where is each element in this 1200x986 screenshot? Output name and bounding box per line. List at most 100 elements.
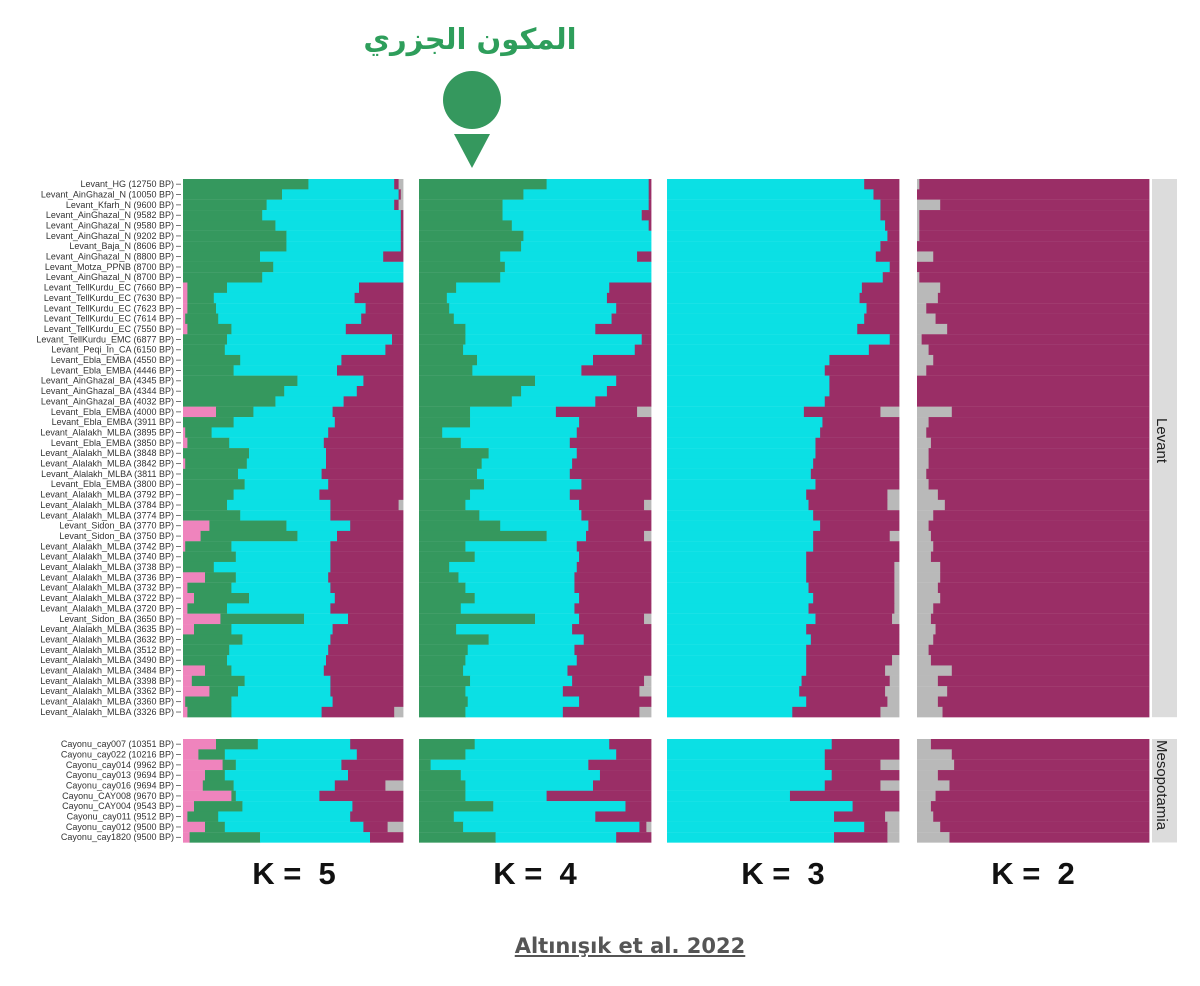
admixture-segment-k5-magenta <box>330 686 404 697</box>
admixture-segment-k3-cyan <box>667 261 891 273</box>
admixture-segment-k4-green <box>419 179 547 190</box>
admixture-segment-k3-grey <box>894 582 900 594</box>
admixture-segment-k4-magenta <box>606 386 652 397</box>
admixture-segment-k5-green <box>183 199 267 211</box>
admixture-segment-k4-magenta <box>569 437 652 449</box>
admixture-segment-k3-magenta <box>831 770 900 781</box>
admixture-segment-k3-magenta <box>831 739 900 750</box>
admixture-segment-k4-cyan <box>470 489 571 500</box>
admixture-chart: Levant_HG (12750 BP)Levant_AinGhazal_N (… <box>36 179 1177 843</box>
admixture-segment-k2-magenta <box>940 593 1150 604</box>
citation-link[interactable]: Altınışık et al. 2022 <box>514 934 746 958</box>
admixture-segment-k3-cyan <box>667 375 830 387</box>
admixture-segment-k4-green <box>419 499 466 511</box>
admixture-segment-k2-grey <box>917 499 946 511</box>
sample-label: Levant_Sidon_BA (3650 BP) <box>59 614 174 624</box>
admixture-segment-k3-magenta <box>829 354 900 366</box>
sample-label: Levant_Peqi_In_CA (6150 BP) <box>51 345 174 355</box>
admixture-segment-k4-cyan <box>500 272 652 283</box>
admixture-segment-k3-grey <box>887 832 900 843</box>
admixture-segment-k2-grey <box>917 624 936 635</box>
admixture-segment-k3-grey <box>887 489 900 500</box>
admixture-segment-k2-magenta <box>917 189 1150 200</box>
admixture-segment-k5-green <box>183 655 228 666</box>
admixture-segment-k5-magenta <box>341 759 404 771</box>
admixture-segment-k4-green <box>419 561 450 573</box>
admixture-segment-k3-grey <box>880 759 900 771</box>
admixture-segment-k2-magenta <box>928 344 1150 356</box>
admixture-segment-k5-cyan <box>224 821 364 833</box>
admixture-segment-k5-cyan <box>275 220 402 231</box>
admixture-segment-k5-cyan <box>235 551 331 563</box>
admixture-segment-k5-cyan <box>231 696 333 707</box>
admixture-segment-k5-magenta <box>330 561 404 573</box>
admixture-segment-k4-cyan <box>521 386 608 397</box>
sample-label: Levant_Alalakh_MLBA (3740 BP) <box>40 552 174 562</box>
admixture-segment-k3-grey <box>885 665 900 676</box>
admixture-segment-k4-cyan <box>535 613 580 625</box>
admixture-segment-k3-magenta <box>880 241 900 252</box>
admixture-segment-k5-pink <box>183 832 190 843</box>
admixture-segment-k5-magenta <box>328 572 404 583</box>
admixture-segment-k5-cyan <box>262 272 404 283</box>
admixture-segment-k3-cyan <box>667 696 807 707</box>
admixture-segment-k3-magenta <box>824 780 881 791</box>
admixture-segment-k5-cyan <box>249 448 327 459</box>
admixture-segment-k5-magenta <box>330 541 404 552</box>
admixture-segment-k5-cyan <box>231 323 347 335</box>
admixture-segment-k4-cyan <box>465 706 564 718</box>
admixture-segment-k5-magenta <box>400 241 404 252</box>
admixture-segment-k3-magenta <box>806 624 900 635</box>
admixture-segment-k5-pink <box>183 749 199 760</box>
sample-label: Cayonu_cay016 (9694 BP) <box>66 780 174 790</box>
region-strip-mesopotamia <box>1152 739 1177 843</box>
admixture-segment-k3-grey <box>880 706 900 718</box>
admixture-segment-k5-magenta <box>398 189 402 200</box>
admixture-segment-k4-cyan <box>465 655 578 666</box>
admixture-segment-k4-cyan <box>446 292 608 304</box>
admixture-segment-k2-magenta <box>930 613 1150 625</box>
admixture-segment-k5-green <box>183 510 241 521</box>
admixture-segment-k4-cyan <box>463 665 568 676</box>
admixture-segment-k5-green <box>205 821 226 833</box>
admixture-segment-k4-magenta <box>648 199 652 211</box>
admixture-segment-k4-green <box>419 230 524 242</box>
admixture-segment-k4-green <box>419 510 480 521</box>
admixture-segment-k5-pink <box>183 686 210 697</box>
admixture-segment-k4-green <box>419 375 536 387</box>
admixture-segment-k3-magenta <box>861 282 900 293</box>
admixture-segment-k5-cyan <box>240 354 342 366</box>
sample-label: Levant_AinGhazal_BA (4345 BP) <box>41 376 174 386</box>
admixture-segment-k3-cyan <box>667 770 833 781</box>
admixture-segment-k3-magenta <box>820 520 900 532</box>
admixture-segment-k5-cyan <box>233 365 338 376</box>
admixture-segment-k3-cyan <box>667 593 814 604</box>
admixture-segment-k5-cyan <box>227 499 331 511</box>
admixture-segment-k5-magenta <box>330 582 404 594</box>
admixture-segment-k4-green <box>419 686 466 697</box>
admixture-segment-k2-grey <box>917 541 934 552</box>
sample-label: Levant_AinGhazal_N (9580 BP) <box>46 220 174 230</box>
admixture-segment-k5-magenta <box>341 354 404 366</box>
admixture-segment-k5-green <box>205 665 232 676</box>
sample-label: Levant_AinGhazal_BA (4344 BP) <box>41 386 174 396</box>
admixture-segment-k5-magenta <box>323 437 404 449</box>
admixture-segment-k2-magenta <box>921 334 1150 345</box>
admixture-segment-k2-grey <box>917 292 939 304</box>
admixture-segment-k3-magenta <box>806 665 886 676</box>
admixture-segment-k4-cyan <box>430 759 589 771</box>
admixture-segment-k2-grey <box>917 334 923 345</box>
admixture-segment-k5-cyan <box>227 334 393 345</box>
admixture-segment-k2-magenta <box>919 210 1150 221</box>
admixture-segment-k4-magenta <box>599 770 652 781</box>
admixture-segment-k4-magenta <box>606 292 652 304</box>
admixture-segment-k4-green <box>419 770 462 781</box>
admixture-segment-k4-green <box>419 323 466 335</box>
admixture-segment-k3-cyan <box>667 561 807 573</box>
admixture-segment-k4-cyan <box>470 675 573 687</box>
admixture-segment-k5-pink <box>183 675 193 687</box>
admixture-segment-k4-green <box>419 696 469 707</box>
admixture-segment-k5-green <box>194 801 243 812</box>
admixture-segment-k2-grey <box>917 582 939 594</box>
admixture-segment-k5-cyan <box>260 251 384 262</box>
